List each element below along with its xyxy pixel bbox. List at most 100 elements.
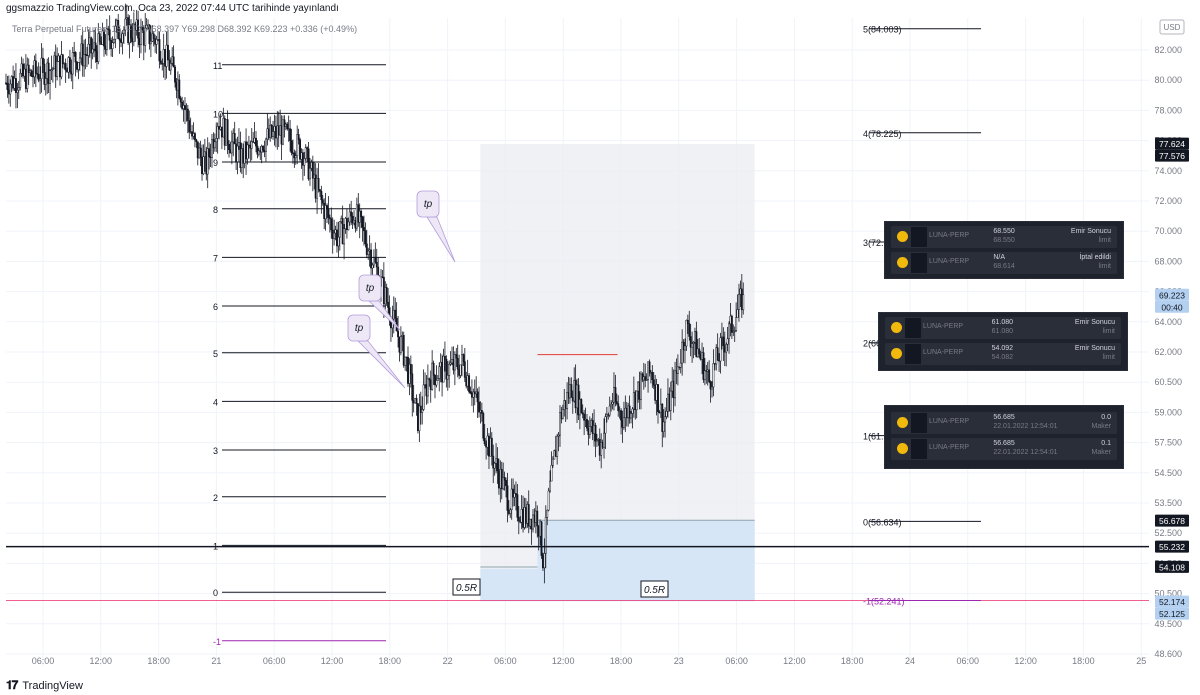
candle-body — [230, 141, 233, 154]
candle-body — [527, 504, 530, 527]
candle — [6, 75, 9, 98]
candle-body — [418, 405, 421, 432]
candle — [449, 351, 452, 367]
order-symbol: LUNA-PERP — [923, 323, 964, 330]
candle-body — [719, 337, 722, 362]
candle-body — [635, 390, 638, 411]
candle — [199, 140, 202, 167]
candle-body — [664, 416, 667, 423]
candle — [387, 287, 390, 318]
candle-body — [257, 150, 260, 155]
candle — [657, 383, 659, 424]
candle-body — [317, 177, 320, 190]
candle-body — [91, 48, 94, 54]
candle-body — [233, 133, 236, 145]
candle — [178, 74, 181, 100]
candle-body — [709, 381, 712, 390]
candle — [610, 400, 613, 412]
price-tag-bg — [1155, 560, 1189, 573]
candle — [139, 18, 142, 54]
candle-body — [367, 250, 370, 255]
candle — [445, 355, 448, 388]
candle — [39, 66, 42, 94]
candle-body — [516, 494, 519, 518]
candle — [286, 121, 289, 131]
candle — [556, 433, 559, 465]
candle — [306, 146, 309, 163]
candle-body — [328, 217, 331, 220]
masked-name — [911, 227, 927, 247]
tp-label: tp — [355, 323, 364, 334]
order-status: Emir Sonucu — [1070, 228, 1111, 235]
candle — [195, 138, 198, 149]
candle-body — [296, 134, 299, 156]
candle — [97, 23, 100, 65]
candle-body — [703, 370, 706, 380]
candle — [328, 214, 331, 233]
candle — [480, 402, 483, 422]
candle-body — [37, 74, 40, 81]
tp-callout: tp — [347, 314, 406, 389]
candle-body — [94, 42, 97, 52]
candle — [51, 66, 54, 83]
candle-body — [722, 336, 725, 346]
candle-body — [443, 355, 446, 360]
candle — [686, 314, 689, 334]
candle-body — [43, 63, 46, 85]
candle — [49, 69, 51, 100]
footer: 𝟏𝟕 TradingView — [6, 678, 83, 693]
x-tick-label: 06:00 — [32, 656, 55, 666]
candle — [493, 461, 496, 476]
candle-body — [708, 369, 711, 382]
candle — [615, 393, 618, 406]
candle-body — [544, 517, 547, 554]
x-tick-label: 21 — [211, 656, 221, 666]
candle — [509, 507, 512, 518]
candle — [213, 133, 216, 152]
price-tag-bg — [1155, 300, 1189, 313]
candle-body — [566, 392, 569, 409]
annotations[interactable]: tp tp tp 0.5R 0.5R — [347, 190, 669, 598]
candle — [527, 490, 530, 534]
candle-body — [399, 336, 402, 353]
coin-icon — [891, 348, 902, 359]
candle — [586, 414, 588, 432]
order-type: Maker — [1091, 449, 1111, 456]
price-tag: 69.223 — [1155, 288, 1189, 301]
candle-body — [603, 432, 605, 448]
y-tick-label: 52.500 — [1154, 528, 1182, 538]
order-symbol: LUNA-PERP — [929, 418, 970, 425]
price-tag: 56.678 — [1155, 514, 1189, 527]
candle-body — [432, 362, 435, 376]
time-axis[interactable]: 06:00 12:00 18:00 21 06:00 12:00 18:00 22 06:00 1… — [32, 656, 1146, 666]
y-tick-label: 64.000 — [1154, 317, 1182, 327]
candle — [118, 26, 121, 54]
candle — [730, 314, 733, 340]
candle — [17, 80, 20, 100]
candle — [415, 394, 418, 416]
candle-body — [365, 243, 368, 255]
candle-body — [98, 33, 101, 42]
candle — [172, 45, 175, 68]
candle-body — [121, 33, 124, 43]
price-axis[interactable]: 82.00080.00078.00076.00074.00072.00070.0… — [1154, 45, 1182, 659]
candle — [61, 53, 64, 69]
candle — [442, 348, 445, 383]
candle-body — [14, 78, 17, 93]
candle — [98, 30, 101, 45]
candle-body — [294, 155, 297, 159]
candle — [664, 407, 667, 438]
candle-body — [289, 128, 292, 141]
candle — [411, 364, 414, 417]
currency-badge[interactable] — [1159, 19, 1185, 35]
candle — [517, 506, 520, 535]
candle-body — [665, 411, 668, 417]
candle-body — [303, 158, 306, 166]
candle-body — [679, 362, 682, 368]
candle — [228, 140, 230, 158]
price-tag-label: 56.678 — [1159, 516, 1185, 526]
candle — [468, 373, 471, 394]
order-row: LUNA-PERP 61.080 61.080 Emir Sonucu limit — [885, 317, 1121, 339]
candle-body — [600, 441, 603, 456]
